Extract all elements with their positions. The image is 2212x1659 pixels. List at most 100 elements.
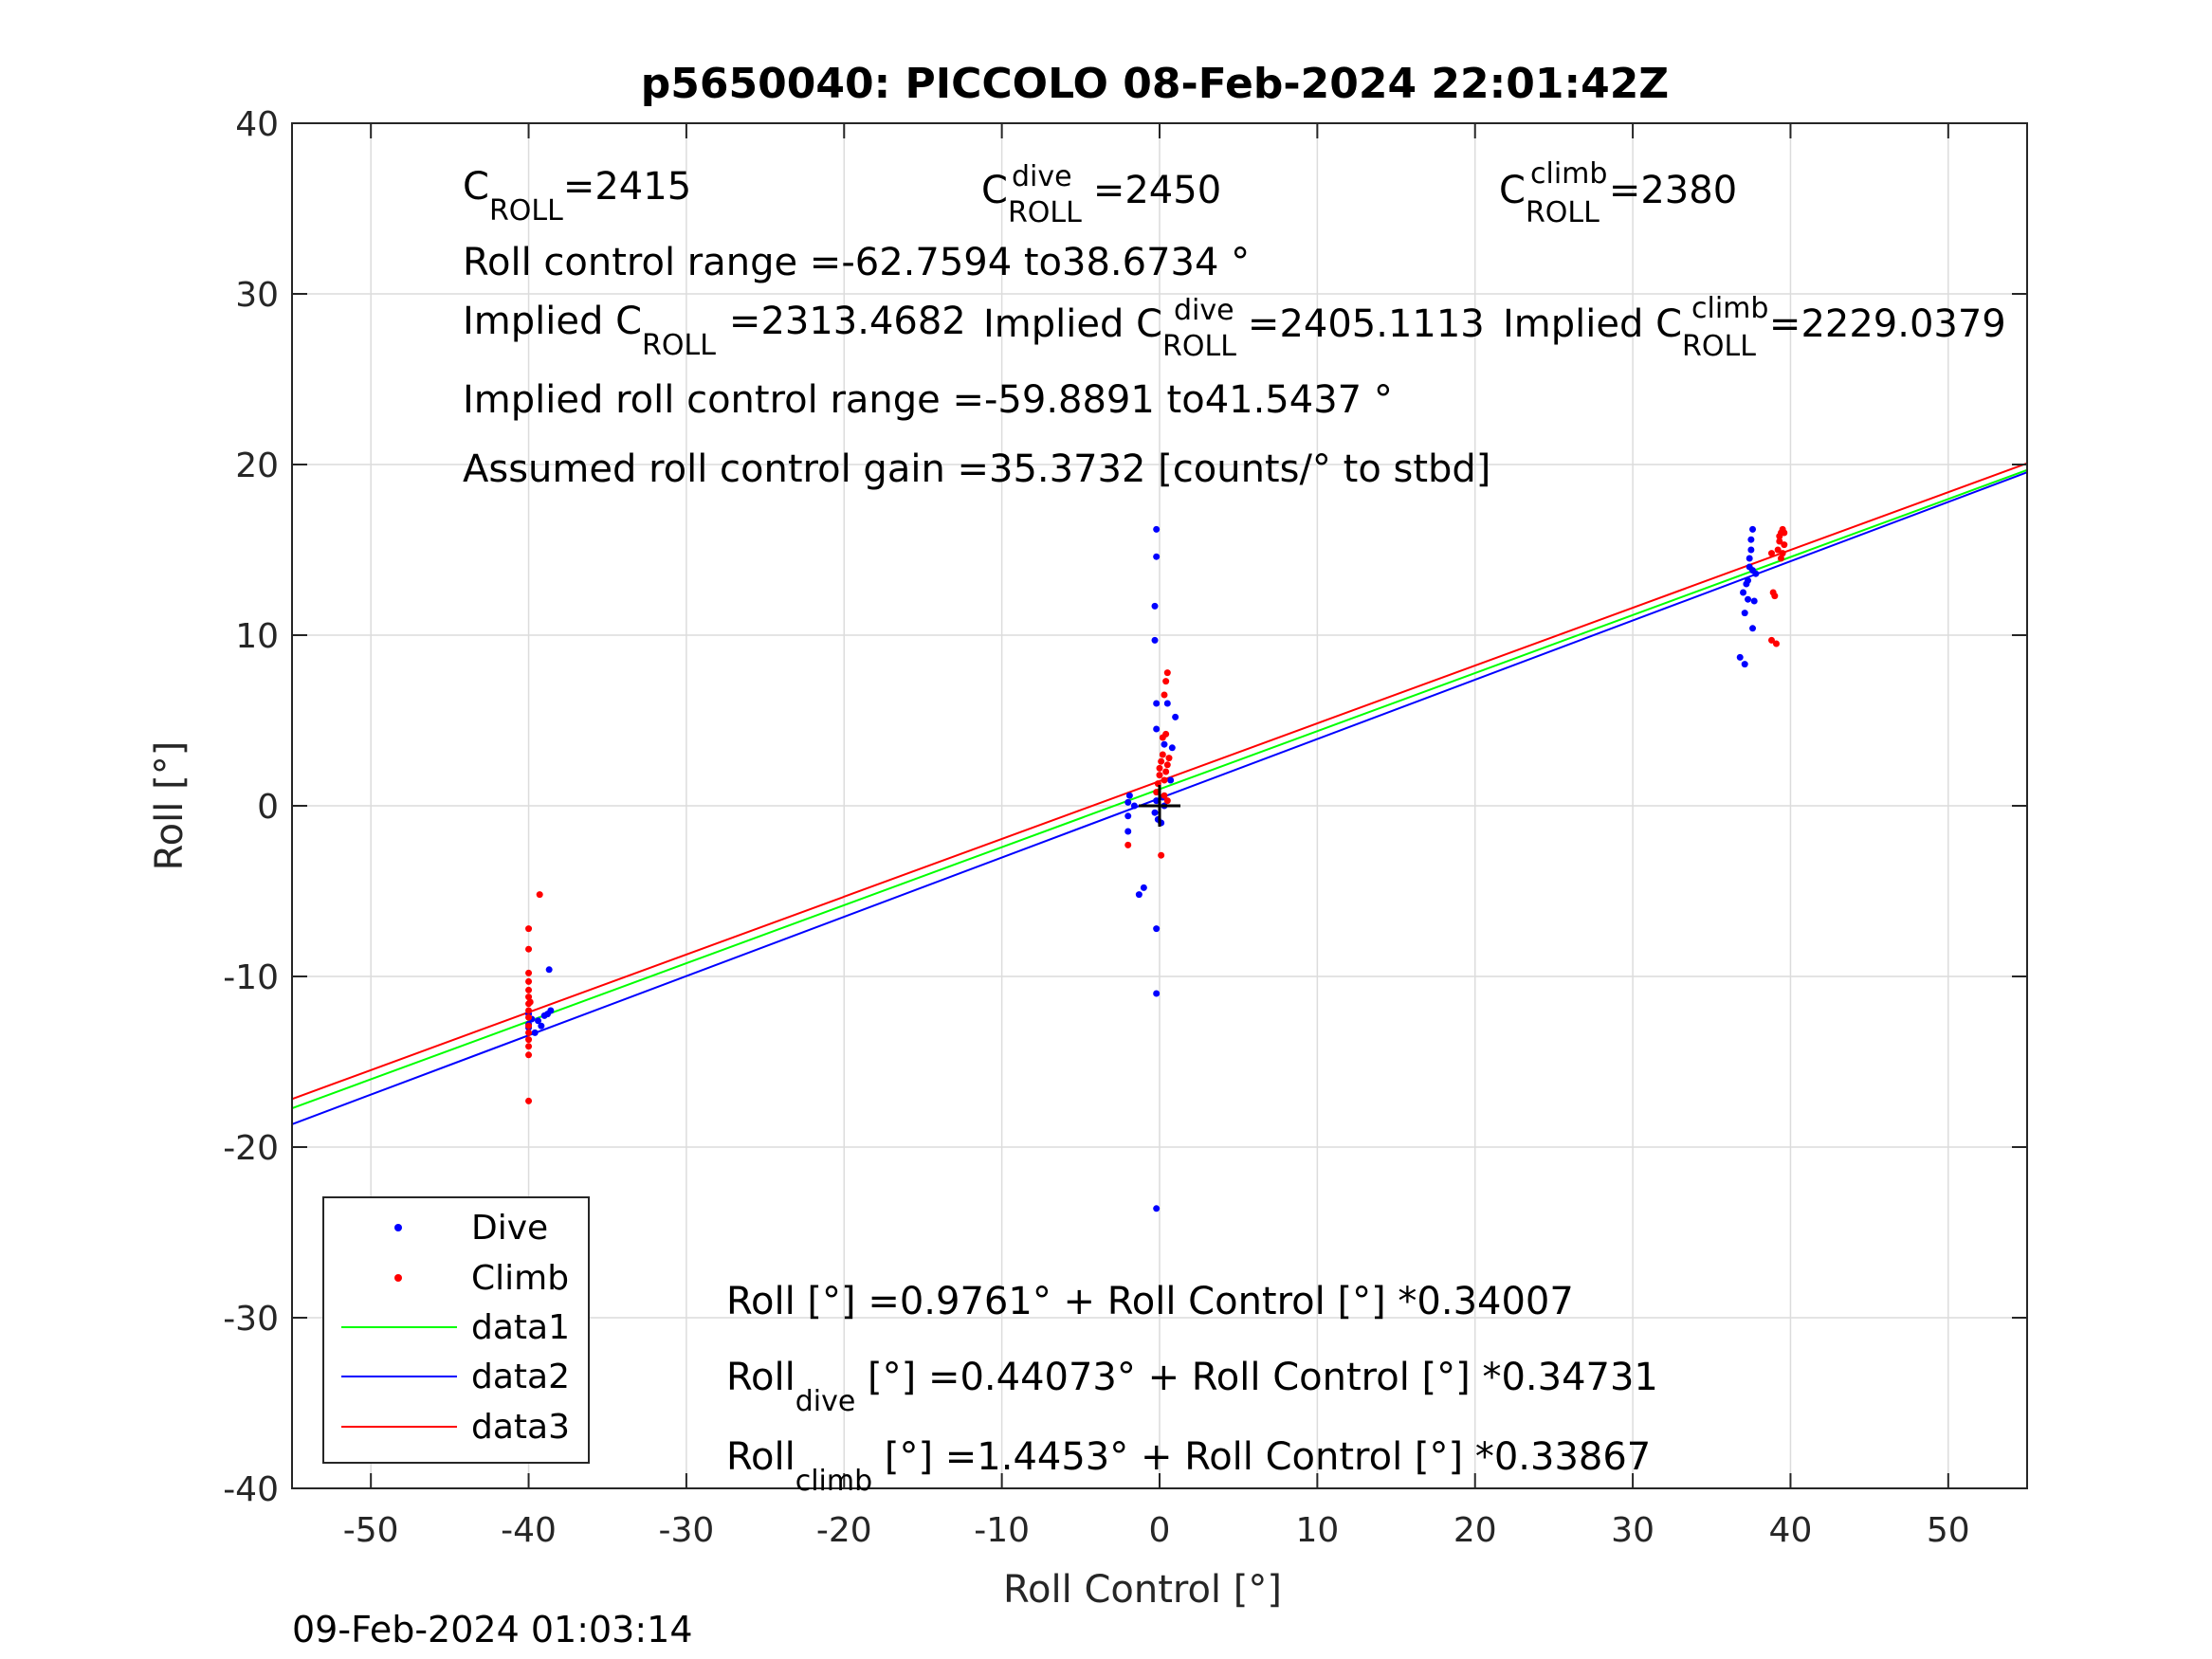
x-axis-label: Roll Control [°] — [1003, 1568, 1282, 1612]
point-climb — [1162, 768, 1170, 775]
x-tick-label: -40 — [501, 1511, 557, 1550]
point-dive — [1163, 700, 1171, 707]
y-tick-label: -30 — [223, 1300, 279, 1339]
point-climb — [1156, 764, 1163, 772]
implied-c-roll-climb-annotation: Implied CROLL=2229.0379 — [1503, 302, 2006, 363]
point-dive — [1124, 798, 1132, 806]
point-climb — [526, 998, 534, 1006]
point-climb — [1156, 772, 1163, 779]
point-dive — [1749, 525, 1757, 533]
data-points — [525, 525, 1788, 1212]
point-dive — [1743, 580, 1750, 588]
point-dive — [1168, 744, 1176, 752]
point-dive — [1153, 700, 1161, 707]
point-climb — [1776, 533, 1783, 540]
point-climb — [1781, 529, 1788, 537]
x-tick-label: -20 — [816, 1511, 872, 1550]
point-climb — [1771, 592, 1779, 600]
point-dive — [1153, 1205, 1161, 1212]
annotations: CROLL=2415 dive CROLL=2450 climb CROLL=2… — [463, 157, 2006, 1498]
c-roll-annotation: CROLL=2415 — [463, 165, 691, 228]
point-climb — [1124, 841, 1132, 848]
point-dive — [1135, 891, 1143, 899]
c-roll-climb-annotation: CROLL=2380 — [1499, 169, 1737, 229]
fit-all-annotation: Roll [°] =0.9761° + Roll Control [°] *0.… — [726, 1280, 1574, 1323]
point-climb — [1774, 546, 1782, 554]
point-dive — [1124, 828, 1132, 835]
y-axis-label: Roll [°] — [148, 741, 192, 871]
point-climb — [1165, 755, 1173, 762]
point-climb — [1153, 789, 1161, 796]
point-climb — [525, 1043, 533, 1050]
point-climb — [1767, 550, 1775, 557]
y-tick-label: -10 — [223, 958, 279, 997]
point-dive — [1167, 776, 1175, 784]
point-dive — [1740, 589, 1747, 596]
fit-dive-annotation: Rolldive [°] =0.44073° + Roll Control [°… — [726, 1356, 1658, 1418]
y-tick-label: 30 — [235, 276, 279, 315]
legend-items: Dive Climb data1 data2 data3 — [341, 1209, 570, 1447]
point-climb — [536, 891, 543, 899]
point-dive — [1750, 597, 1758, 605]
point-climb — [1161, 776, 1168, 784]
x-tick-label: 50 — [1927, 1511, 1970, 1550]
point-dive — [1736, 653, 1744, 661]
x-tick-label: 40 — [1769, 1511, 1813, 1550]
point-dive — [535, 1017, 542, 1025]
legend-label-data2: data2 — [471, 1358, 570, 1396]
fit-climb-annotation: Rollclimb [°] =1.4453° + Roll Control [°… — [726, 1435, 1651, 1498]
y-tick-label: 0 — [257, 788, 279, 827]
point-climb — [1163, 761, 1171, 769]
x-tick-label: -10 — [974, 1511, 1030, 1550]
y-tick-label: -40 — [223, 1470, 279, 1509]
implied-c-roll-dive-annotation: Implied CROLL=2405.1113 — [983, 302, 1485, 363]
point-climb — [525, 994, 533, 1001]
legend-label-data1: data1 — [471, 1308, 570, 1347]
point-dive — [1153, 525, 1161, 533]
point-climb — [1162, 678, 1170, 685]
point-climb — [1158, 757, 1165, 765]
roll-control-range-annotation: Roll control range =-62.7594 to38.6734 ° — [463, 241, 1250, 284]
point-dive — [1161, 740, 1168, 748]
y-tick-label: 40 — [235, 105, 279, 144]
implied-c-roll-dive-sup: dive — [1174, 294, 1234, 327]
point-climb — [525, 1097, 533, 1104]
point-climb — [525, 986, 533, 994]
x-tick-label: 30 — [1611, 1511, 1654, 1550]
point-dive — [1745, 595, 1752, 603]
point-climb — [1161, 691, 1168, 699]
x-tick-label: 0 — [1149, 1511, 1171, 1550]
tick-labels: -50 -40 -30 -20 -10 0 10 20 30 40 50 -40 -30 -20 -10 0 1… — [223, 105, 1970, 1550]
implied-roll-control-range-annotation: Implied roll control range =-59.8891 to4… — [463, 378, 1393, 422]
point-dive — [1153, 553, 1161, 560]
point-climb — [1777, 555, 1784, 562]
point-dive — [1752, 570, 1760, 577]
point-climb — [525, 1036, 533, 1044]
legend-label-climb: Climb — [471, 1259, 569, 1298]
x-tick-label: -30 — [659, 1511, 715, 1550]
point-dive — [1153, 797, 1161, 805]
point-dive — [1749, 625, 1757, 632]
y-tick-label: 20 — [235, 447, 279, 485]
point-dive — [1140, 884, 1147, 891]
point-dive — [1747, 536, 1755, 543]
point-climb — [1779, 550, 1786, 557]
c-roll-dive-sup: dive — [1012, 160, 1072, 193]
point-climb — [525, 1051, 533, 1059]
point-climb — [1163, 669, 1171, 677]
assumed-gain-annotation: Assumed roll control gain =35.3732 [coun… — [463, 447, 1490, 491]
chart-title: p5650040: PICCOLO 08-Feb-2024 22:01:42Z — [641, 60, 1669, 108]
point-dive — [1746, 555, 1753, 562]
point-climb — [1767, 636, 1775, 644]
y-tick-label: 10 — [235, 617, 279, 656]
point-climb — [525, 969, 533, 976]
c-roll-climb-sup: climb — [1530, 157, 1607, 191]
point-dive — [1741, 661, 1748, 668]
point-dive — [1125, 792, 1133, 799]
c-roll-dive-annotation: CROLL=2450 — [981, 169, 1221, 229]
point-dive — [1153, 990, 1161, 997]
axis-ticks — [292, 122, 2027, 1489]
point-dive — [1151, 602, 1159, 610]
point-dive — [531, 1029, 539, 1036]
